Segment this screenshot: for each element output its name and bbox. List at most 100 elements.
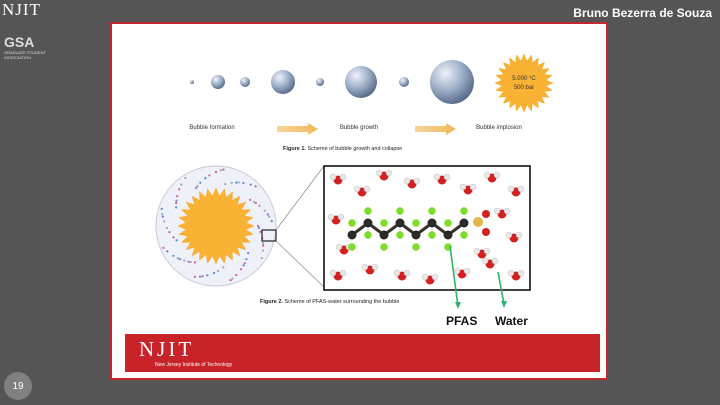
pfas-dot <box>193 261 197 264</box>
water-hydrogen <box>371 263 379 271</box>
bubble-2 <box>211 75 225 89</box>
pfas-dot <box>178 188 181 191</box>
fluorine-atom <box>412 243 420 251</box>
pfas-dot <box>268 215 271 218</box>
bubble-3 <box>240 77 250 87</box>
fluorine-atom <box>444 219 452 227</box>
pfas-dot <box>259 230 262 233</box>
pfas-dot <box>172 254 175 257</box>
pfas-dot <box>254 185 257 188</box>
carbon-atom <box>427 218 437 228</box>
njit-footer-name: New Jersey Institute of Technology <box>155 362 233 368</box>
pfas-dot <box>230 181 233 184</box>
figure1-caption-bold: Figure 1. <box>283 146 306 152</box>
slide-number-badge: 19 <box>4 372 32 400</box>
pfas-dot <box>247 251 250 255</box>
gsa-logo-text: GSA <box>4 34 35 50</box>
bubble-5 <box>316 78 324 86</box>
pfas-dot <box>262 244 265 247</box>
figure2-caption: Figure 2. Scheme of PFAS-water surroundi… <box>260 299 399 305</box>
water-hydrogen <box>503 207 511 215</box>
fluorine-atom <box>348 219 356 227</box>
water-hydrogen <box>375 169 383 177</box>
pfas-dot <box>261 242 265 245</box>
water-hydrogen <box>469 183 477 191</box>
njit-footer-logo: NJIT <box>139 337 195 361</box>
water-hydrogen <box>505 231 513 239</box>
pfas-dot <box>189 260 192 264</box>
pfas-dot <box>249 183 252 186</box>
pfas-dot <box>178 258 181 261</box>
slide-content-card: 5.000 °C 500 bar Bubble formation Bubble… <box>110 22 608 380</box>
water-hydrogen <box>463 267 471 275</box>
water-hydrogen <box>353 185 361 193</box>
water-hydrogen <box>473 247 481 255</box>
carbon-atom <box>379 230 389 240</box>
pfas-dot <box>229 278 232 282</box>
pfas-dot <box>176 257 179 260</box>
pfas-dot <box>161 215 164 218</box>
carbon-atom <box>363 218 373 228</box>
pfas-dot <box>187 260 190 263</box>
pfas-dot <box>163 220 166 223</box>
water-hydrogen <box>431 273 439 281</box>
water-hydrogen <box>403 177 411 185</box>
pfas-molecule-chain <box>347 207 490 251</box>
fluorine-atom <box>348 243 356 251</box>
pfas-pointer-head <box>455 302 461 309</box>
water-hydrogen <box>329 269 337 277</box>
pfas-dot <box>193 275 197 278</box>
pfas-dot <box>222 168 225 171</box>
pfas-dot <box>175 239 178 242</box>
figure2-caption-text: Scheme of PFAS-water surrounding the bub… <box>283 299 399 305</box>
pfas-dot <box>266 213 269 216</box>
water-hydrogen <box>337 213 345 221</box>
pfas-dot <box>160 207 163 210</box>
arrow-1 <box>277 123 318 135</box>
pfas-dot <box>216 269 220 273</box>
water-hydrogen <box>339 173 347 181</box>
pfas-dot <box>165 227 169 230</box>
carbon-atom <box>395 218 405 228</box>
pfas-dot <box>172 236 175 239</box>
water-hydrogen <box>361 263 369 271</box>
figure-svg: 5.000 °C 500 bar Bubble formation Bubble… <box>155 53 554 328</box>
bubble-4 <box>271 70 295 94</box>
oxygen-atom <box>482 210 490 218</box>
pfas-dot <box>261 249 265 252</box>
pfas-dot <box>231 277 234 280</box>
water-hydrogen <box>483 247 491 255</box>
author-name: Bruno Bezerra de Souza <box>573 6 712 20</box>
pfas-dot <box>175 201 178 205</box>
water-hydrogen <box>403 269 411 277</box>
pfas-dot <box>257 226 261 229</box>
bubble-6 <box>345 66 377 98</box>
stage-implosion-label: Bubble implosion <box>476 125 522 131</box>
water-pointer <box>497 271 505 305</box>
njit-footer-bar: NJIT New Jersey Institute of Technology <box>125 334 600 372</box>
pfas-dot <box>252 200 256 203</box>
zoom-box <box>261 229 277 242</box>
pfas-dot <box>224 182 227 186</box>
gsa-logo: GSA GRADUATE STUDENT ASSOCIATION <box>4 34 56 60</box>
imploding-bubble-sun <box>494 53 554 113</box>
fluorine-atom <box>412 219 420 227</box>
sun-pressure: 500 bar <box>514 85 534 91</box>
water-hydrogen <box>459 183 467 191</box>
pfas-dot <box>183 259 186 262</box>
pfas-dot <box>214 170 218 174</box>
pfas-dot <box>270 220 273 223</box>
pfas-dot <box>258 204 261 207</box>
water-hydrogen <box>339 269 347 277</box>
water-hydrogen <box>327 213 335 221</box>
water-hydrogen <box>329 173 337 181</box>
pfas-dot <box>260 257 263 260</box>
pfas-dot <box>184 176 187 180</box>
collapsing-bubble-sun <box>177 187 255 265</box>
carbon-atom <box>443 230 453 240</box>
oxygen-atom <box>482 228 490 236</box>
water-hydrogen <box>507 269 515 277</box>
water-hydrogen <box>413 177 421 185</box>
figure1-caption: Figure 1. Scheme of bubble growth and co… <box>283 146 402 152</box>
stage-formation-label: Bubble formation <box>189 125 234 131</box>
